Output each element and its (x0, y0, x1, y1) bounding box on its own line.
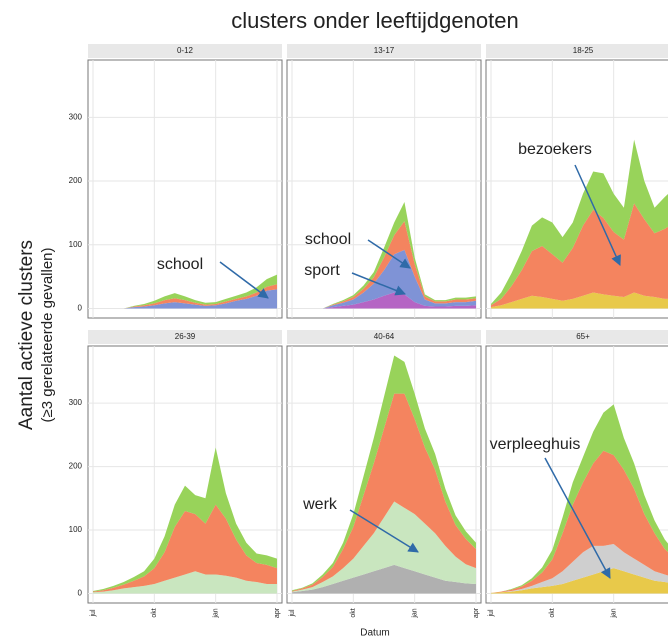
x-tick-label: jan (611, 608, 618, 618)
x-tick-label: okt (350, 608, 357, 617)
area (93, 274, 277, 309)
annotation: sport (304, 262, 340, 279)
area (93, 504, 277, 593)
strip (88, 330, 282, 344)
y-tick-label: 200 (69, 176, 83, 185)
y-tick-label: 100 (69, 240, 83, 249)
area (292, 393, 476, 592)
area (292, 355, 476, 591)
strip (287, 330, 481, 344)
strip (486, 330, 668, 344)
strip (88, 44, 282, 58)
y-axis-label: Aantal actieve clusters (16, 240, 37, 430)
area (292, 202, 476, 309)
x-tick-label: apr (274, 607, 281, 618)
y-tick-label: 300 (69, 112, 83, 121)
chart-title: clusters onder leeftijdgenoten (231, 8, 518, 33)
annotation-arrow (349, 509, 419, 553)
strip (287, 44, 481, 58)
annotation: school (305, 231, 351, 248)
panel-title: 26-39 (175, 332, 196, 341)
area (491, 543, 668, 593)
x-tick-label: jul (90, 609, 97, 617)
area (292, 221, 476, 309)
area (292, 564, 476, 594)
x-tick-label: apr (473, 607, 480, 618)
area (292, 501, 476, 593)
annotation-arrow (574, 164, 621, 266)
panel-title: 40-64 (374, 332, 395, 341)
y-tick-label: 0 (78, 589, 83, 598)
y-tick-label: 0 (78, 304, 83, 313)
panel-title: 65+ (576, 332, 590, 341)
annotation: verpleeghuis (490, 436, 581, 453)
x-tick-label: jul (289, 609, 296, 617)
x-tick-label: jul (488, 609, 495, 617)
x-tick-label: jan (412, 608, 419, 618)
x-tick-label: jan (213, 608, 220, 618)
area (292, 249, 476, 309)
annotation-arrow (219, 261, 269, 299)
area (93, 571, 277, 594)
y-tick-label: 100 (69, 525, 83, 534)
y-tick-label: 300 (69, 398, 83, 407)
panel-title: 18-25 (573, 46, 594, 55)
panel (87, 59, 283, 319)
y-axis-sublabel: (≥3 gerelateerde gevallen) (39, 247, 56, 422)
area (491, 139, 668, 306)
strip (486, 44, 668, 58)
annotation-arrow (367, 239, 411, 269)
area (491, 404, 668, 593)
annotation-arrow (351, 272, 406, 296)
annotation: werk (302, 496, 338, 513)
panel-title: 0-12 (177, 46, 194, 55)
y-tick-label: 200 (69, 462, 83, 471)
x-tick-label: okt (549, 608, 556, 617)
x-tick-label: okt (151, 608, 158, 617)
area (491, 568, 668, 594)
annotation: bezoekers (518, 141, 592, 158)
annotation: school (157, 256, 203, 273)
area (93, 289, 277, 309)
x-axis-label: Datum (360, 628, 389, 639)
area (292, 292, 476, 309)
area (491, 203, 668, 308)
area (491, 292, 668, 309)
panel-title: 13-17 (374, 46, 395, 55)
annotation-arrow (544, 457, 611, 579)
